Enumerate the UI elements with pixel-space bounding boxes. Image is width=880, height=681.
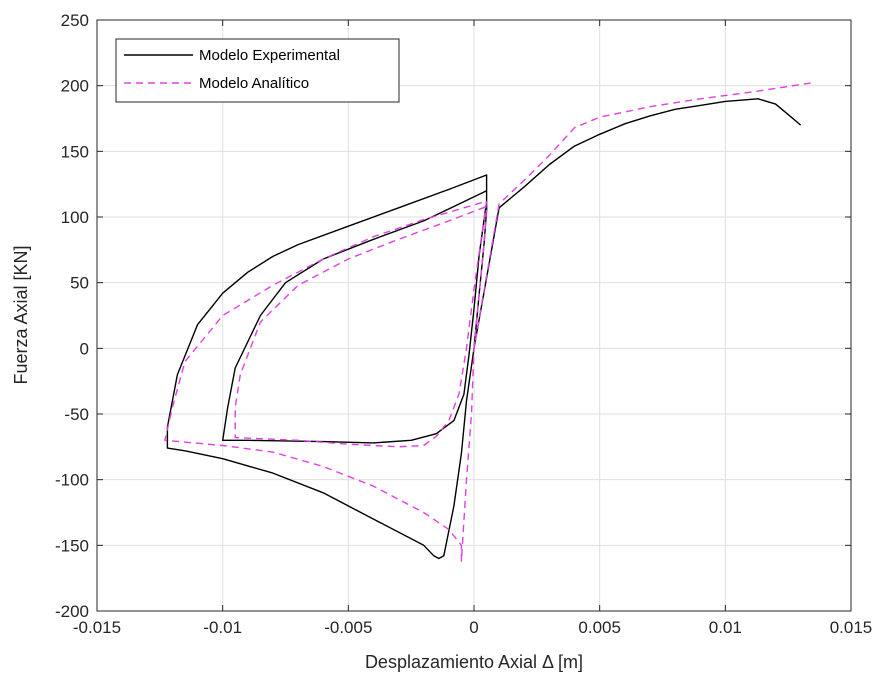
legend-label-analitico: Modelo Analítico — [199, 75, 309, 92]
y-tick-label: 200 — [61, 77, 89, 96]
legend-label-experimental: Modelo Experimental — [199, 47, 340, 64]
x-axis-title: Desplazamiento Axial Δ [m] — [365, 652, 583, 672]
x-tick-label: 0.005 — [578, 618, 621, 637]
y-tick-label: 250 — [61, 11, 89, 30]
y-tick-label: 100 — [61, 208, 89, 227]
x-tick-label: -0.005 — [324, 618, 372, 637]
series-line-analitico — [164, 82, 811, 562]
y-tick-label: -100 — [55, 471, 89, 490]
legend: Modelo Experimental Modelo Analítico — [115, 38, 400, 103]
legend-box — [115, 38, 400, 103]
y-axis-title: Fuerza Axial [KN] — [11, 245, 31, 384]
y-tick-label: 150 — [61, 142, 89, 161]
x-tick-label: 0.015 — [830, 618, 873, 637]
x-tick-label: 0.01 — [709, 618, 742, 637]
tick-labels: -0.015 -0.01 -0.005 0 0.005 0.01 0.015 -200 -150… — [55, 11, 872, 637]
y-tick-label: -150 — [55, 536, 89, 555]
x-tick-label: -0.015 — [73, 618, 121, 637]
y-tick-label: 0 — [80, 339, 89, 358]
y-tick-label: 50 — [70, 274, 89, 293]
y-tick-label: -50 — [64, 405, 89, 424]
series-line-experimental — [166, 98, 802, 560]
tick-marks — [96, 19, 852, 612]
y-tick-label: -200 — [55, 602, 89, 621]
x-tick-label: 0 — [469, 618, 478, 637]
series-group — [164, 82, 811, 562]
x-tick-label: -0.01 — [203, 618, 242, 637]
